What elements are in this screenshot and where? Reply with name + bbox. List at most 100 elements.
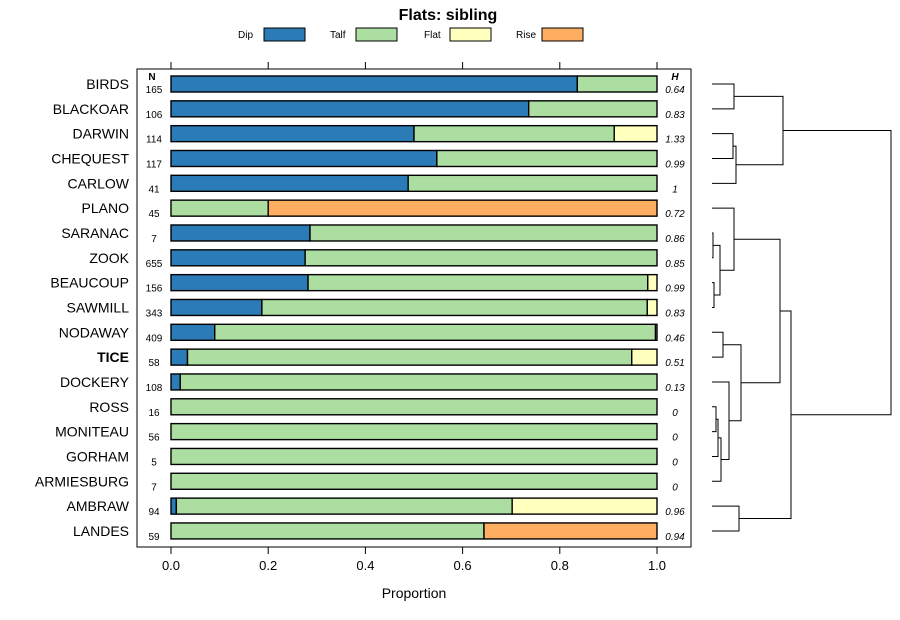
bar-segment-talf bbox=[407, 174, 658, 193]
category-label: BIRDS bbox=[86, 76, 129, 92]
bar-segment-talf bbox=[179, 373, 658, 391]
row-landes: LANDES 59 0.94 bbox=[73, 522, 685, 543]
row-chequest: CHEQUEST 117 0.99 bbox=[51, 149, 685, 170]
h-value: 0 bbox=[672, 457, 678, 468]
bar-segment-talf bbox=[528, 100, 658, 118]
dendrogram bbox=[712, 83, 892, 532]
category-label: LANDES bbox=[73, 523, 129, 539]
bar-segment-talf bbox=[170, 422, 658, 441]
category-label: ARMIESBURG bbox=[35, 473, 129, 489]
bar-segment-dip bbox=[170, 174, 409, 193]
bar-segment-flat bbox=[647, 273, 658, 292]
x-tick-label: 1.0 bbox=[648, 558, 666, 573]
dendrogram-branch bbox=[712, 418, 719, 457]
h-value: 0 bbox=[672, 433, 678, 444]
n-count: 655 bbox=[146, 259, 163, 270]
h-value: 1 bbox=[672, 184, 678, 195]
dendrogram-branch bbox=[712, 133, 734, 159]
category-label: SARANAC bbox=[61, 225, 129, 241]
category-label: BLACKOAR bbox=[53, 101, 129, 117]
x-tick-label: 0.4 bbox=[356, 558, 374, 573]
axes: 0.0 0.2 0.4 0.6 0.8 1.0 bbox=[162, 62, 666, 573]
dendrogram-branch bbox=[712, 83, 735, 110]
n-count: 117 bbox=[146, 159, 162, 170]
bar-segment-talf bbox=[307, 273, 649, 292]
bar-segment-talf bbox=[413, 124, 615, 143]
bar-segment-talf bbox=[186, 348, 633, 366]
h-value: 0.83 bbox=[665, 308, 685, 319]
category-label: DOCKERY bbox=[60, 374, 130, 390]
bar-segment-dip bbox=[170, 124, 415, 143]
dendrogram-branch bbox=[712, 437, 722, 482]
legend-label-talf: Talf bbox=[330, 30, 346, 41]
row-plano: PLANO 45 0.72 bbox=[82, 199, 685, 220]
dendrogram-branch bbox=[739, 310, 792, 520]
dendrogram-branch bbox=[712, 282, 715, 308]
n-count: 106 bbox=[146, 110, 163, 121]
n-count: 165 bbox=[146, 85, 163, 96]
category-label: SAWMILL bbox=[67, 299, 130, 315]
row-moniteau: MONITEAU 56 0 bbox=[55, 422, 678, 444]
bar-segment-talf bbox=[214, 323, 657, 341]
bar-segment-dip bbox=[170, 298, 263, 317]
category-label: CARLOW bbox=[68, 175, 130, 191]
bar-segment-dip bbox=[170, 323, 216, 341]
n-count: 16 bbox=[148, 408, 160, 419]
category-label: TICE bbox=[97, 349, 129, 365]
bar-segment-talf bbox=[309, 224, 658, 242]
n-count: 156 bbox=[146, 284, 163, 295]
h-value: 0.46 bbox=[665, 333, 685, 344]
h-value: 0.83 bbox=[665, 110, 685, 121]
bar-segment-flat bbox=[511, 497, 658, 515]
h-value: 0.13 bbox=[665, 383, 685, 394]
n-count: 7 bbox=[151, 234, 157, 245]
bar-segment-talf bbox=[170, 199, 269, 217]
bar-segment-talf bbox=[170, 472, 658, 490]
x-tick-label: 0.2 bbox=[259, 558, 277, 573]
bar-segment-dip bbox=[170, 224, 311, 242]
n-count: 58 bbox=[148, 358, 160, 369]
x-axis-label: Proportion bbox=[382, 585, 447, 601]
category-label: PLANO bbox=[82, 200, 130, 216]
n-count: 59 bbox=[148, 532, 160, 543]
row-ambraw: AMBRAW 94 0.96 bbox=[67, 497, 685, 518]
row-armiesburg: ARMIESBURG 7 0 bbox=[35, 472, 678, 493]
category-label: ROSS bbox=[89, 399, 129, 415]
n-count: 114 bbox=[146, 135, 162, 146]
x-tick-label: 0.8 bbox=[551, 558, 569, 573]
row-beaucoup: BEAUCOUP 156 0.99 bbox=[50, 273, 685, 295]
dendrogram-branch bbox=[723, 344, 742, 422]
bar-segment-talf bbox=[170, 447, 658, 466]
dendrogram-branch bbox=[712, 232, 714, 259]
n-count: 94 bbox=[148, 507, 160, 518]
category-label: BEAUCOUP bbox=[50, 275, 129, 291]
n-count: 5 bbox=[151, 457, 157, 468]
x-tick-label: 0.6 bbox=[454, 558, 472, 573]
row-darwin: DARWIN 114 1.33 bbox=[72, 124, 685, 146]
row-birds: BIRDS 165 0.64 bbox=[86, 75, 685, 96]
n-count: 7 bbox=[151, 482, 157, 493]
legend-label-rise: Rise bbox=[516, 30, 536, 41]
n-count: 56 bbox=[148, 433, 160, 444]
h-value: 0.85 bbox=[665, 259, 685, 270]
bar-segment-talf bbox=[261, 298, 648, 317]
bar-segment-dip bbox=[170, 75, 578, 93]
h-value: 0 bbox=[672, 408, 678, 419]
dendrogram-branch bbox=[734, 95, 784, 166]
legend: Dip Talf Flat Rise bbox=[238, 27, 584, 42]
legend-label-dip: Dip bbox=[238, 30, 253, 41]
row-tice: TICE 58 0.51 bbox=[97, 348, 685, 369]
bar-segment-rise bbox=[267, 199, 658, 217]
bar-segment-dip bbox=[170, 348, 189, 366]
row-ross: ROSS 16 0 bbox=[89, 398, 678, 419]
bar-segment-dip bbox=[170, 373, 181, 391]
plot-panel bbox=[136, 68, 692, 548]
category-label: ZOOK bbox=[89, 250, 129, 266]
dendrogram-branch bbox=[712, 207, 735, 271]
bar-segment-talf bbox=[576, 75, 658, 93]
legend-swatch-talf bbox=[355, 27, 398, 42]
x-tick-label: 0.0 bbox=[162, 558, 180, 573]
n-count: 409 bbox=[146, 333, 163, 344]
